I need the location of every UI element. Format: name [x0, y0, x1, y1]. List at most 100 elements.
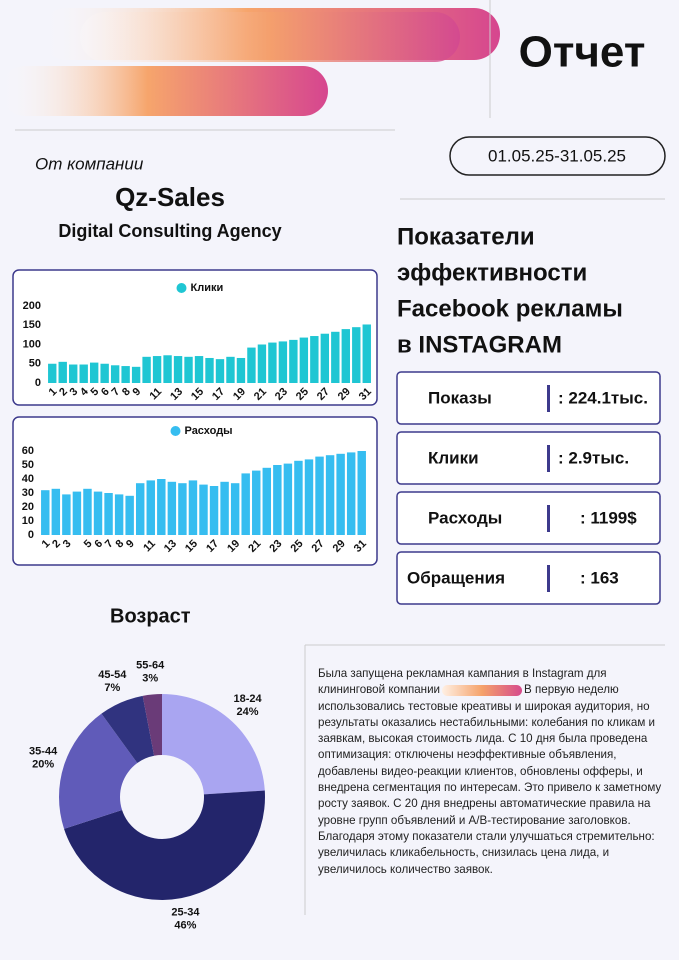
kpi-value: : 1199$ — [580, 508, 637, 527]
subtitle: Digital Consulting Agency — [58, 221, 281, 241]
bar — [173, 356, 183, 383]
period-box — [449, 136, 666, 176]
kpi-bar — [547, 505, 550, 532]
bar — [157, 479, 166, 535]
y-tick-label: 30 — [22, 487, 34, 499]
bar — [48, 363, 57, 383]
age-title: Возраст — [110, 605, 191, 627]
bar — [236, 357, 246, 383]
bar — [226, 356, 235, 383]
bar — [304, 459, 314, 535]
period: 01.05.25-31.05.25 — [488, 146, 626, 165]
legend-marker — [170, 426, 181, 436]
slice-label: 35-44 — [29, 745, 58, 757]
bar — [209, 486, 219, 535]
bar — [283, 463, 293, 535]
kpi-value: : 2.9тыс. — [558, 448, 629, 467]
bar — [220, 481, 229, 535]
bar — [320, 333, 330, 383]
title: Отчет — [519, 28, 646, 77]
kpi-label: Обращения — [407, 568, 505, 587]
from-label: От компании — [35, 154, 144, 173]
y-tick-label: 50 — [29, 358, 41, 370]
bar — [79, 364, 88, 383]
slice-value: 7% — [104, 682, 120, 694]
bar — [142, 356, 151, 383]
header-strip — [80, 12, 460, 62]
kpi-title: в INSTAGRAM — [397, 331, 562, 358]
bar — [289, 339, 298, 383]
bar — [346, 452, 356, 535]
kpi-bar — [547, 445, 550, 472]
bar — [241, 473, 250, 535]
bar — [268, 342, 277, 383]
bar — [247, 347, 256, 383]
y-tick-label: 100 — [23, 338, 41, 350]
bar — [310, 336, 319, 383]
bar — [184, 356, 193, 383]
bar — [205, 357, 214, 383]
kpi-box — [396, 371, 661, 425]
donut-slice — [142, 694, 162, 756]
bar — [89, 362, 99, 383]
kpi-box — [396, 491, 661, 545]
kpi-label: Показы — [428, 388, 492, 407]
legend-label: Расходы — [185, 425, 233, 437]
bar — [135, 483, 145, 535]
slice-value: 20% — [32, 758, 54, 770]
kpi-label: Клики — [428, 448, 479, 467]
kpi-bar — [547, 385, 550, 412]
redacted-name — [442, 684, 523, 696]
slice-value: 24% — [237, 706, 259, 718]
bar — [299, 337, 309, 383]
donut-slice — [101, 695, 155, 764]
bar — [58, 361, 67, 383]
bar — [278, 341, 288, 383]
header-strip — [0, 66, 328, 116]
y-tick-label: 0 — [28, 529, 34, 541]
bar — [152, 356, 162, 383]
bar — [51, 488, 61, 535]
y-tick-label: 0 — [35, 377, 41, 389]
bar — [125, 495, 134, 535]
bar — [262, 467, 272, 535]
bar — [41, 490, 50, 535]
company: Qz-Sales — [115, 182, 225, 212]
slice-label: 55-64 — [136, 659, 165, 671]
bar — [362, 324, 371, 383]
kpi-box — [396, 431, 661, 485]
slice-label: 18-24 — [233, 693, 262, 705]
bar — [230, 483, 240, 535]
legend-label: Клики — [191, 282, 224, 294]
y-tick-label: 200 — [23, 300, 41, 312]
y-tick-label: 20 — [22, 501, 34, 513]
bar — [110, 365, 120, 383]
bar — [194, 356, 204, 383]
kpi-value: : 224.1тыс. — [558, 388, 648, 407]
kpi-label: Расходы — [428, 508, 502, 527]
bar — [315, 456, 324, 535]
y-tick-label: 40 — [22, 473, 34, 485]
bar — [131, 366, 141, 383]
kpi-title: эффективности — [397, 259, 587, 286]
description-text: Была запущена рекламная кампания в Insta… — [318, 667, 607, 697]
donut-slice — [64, 790, 266, 901]
bar — [336, 453, 345, 535]
bar — [188, 480, 198, 535]
y-tick-label: 50 — [22, 459, 34, 471]
bar — [121, 366, 130, 383]
bar — [72, 491, 82, 535]
kpi-title: Facebook рекламы — [397, 295, 623, 322]
bar — [341, 329, 350, 383]
slice-value: 46% — [174, 920, 196, 932]
bar — [257, 344, 267, 383]
bar — [93, 491, 103, 535]
y-tick-label: 10 — [22, 515, 34, 527]
kpi-bar — [547, 565, 550, 592]
legend-marker — [176, 283, 187, 293]
kpi-box — [396, 551, 661, 605]
bar — [331, 331, 340, 383]
description-text: В первую неделю использовались тестовые … — [318, 683, 662, 876]
bar — [69, 364, 78, 383]
